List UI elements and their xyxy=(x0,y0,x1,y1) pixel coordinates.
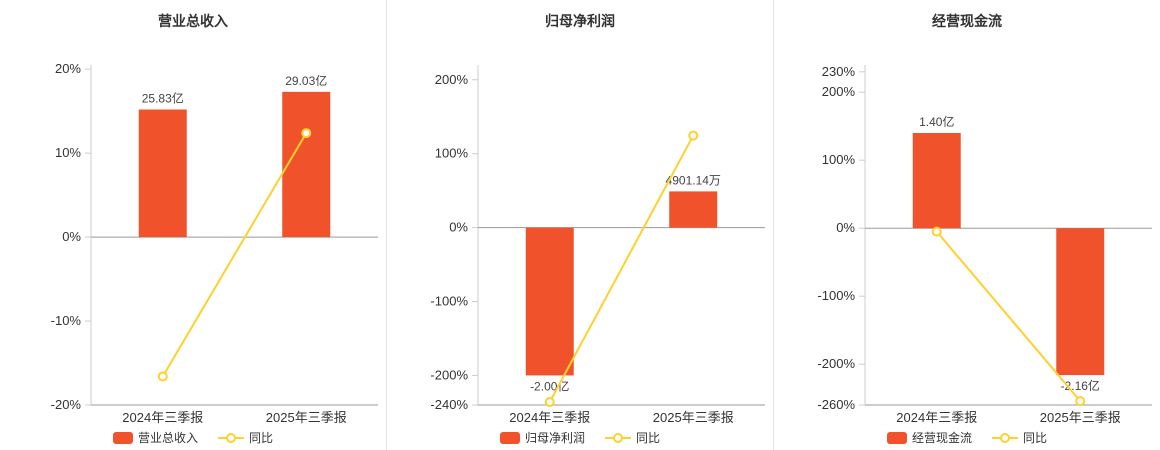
bar[interactable] xyxy=(1056,228,1105,376)
yoy-line xyxy=(935,230,1082,402)
chart-title: 经营现金流 xyxy=(932,13,1002,29)
legend-line-item[interactable]: 同比 xyxy=(605,429,660,446)
yoy-point-marker[interactable] xyxy=(1075,396,1086,407)
bar[interactable] xyxy=(525,227,574,376)
line-marker-icon xyxy=(605,432,631,444)
line-marker-icon xyxy=(218,432,244,444)
bar-swatch-icon xyxy=(112,431,133,444)
yoy-point-marker[interactable] xyxy=(544,397,555,408)
legend-bar-item[interactable]: 营业总收入 xyxy=(112,429,198,446)
yoy-line xyxy=(161,132,308,377)
chart-title: 归母净利润 xyxy=(545,13,615,29)
y-tick-label: 100% xyxy=(822,152,856,167)
bar-value-label: 25.83亿 xyxy=(142,90,184,105)
y-tick-label: 10% xyxy=(55,145,81,160)
y-tick-label: -240% xyxy=(430,397,468,412)
y-tick-label: -100% xyxy=(817,288,855,303)
panel-revenue: 营业总收入 20% 10% 0% -10% -20% 25.83亿 2024年三季报 29.0… xyxy=(0,0,386,450)
legend-bar-label: 经营现金流 xyxy=(911,431,972,445)
yoy-point-marker[interactable] xyxy=(688,130,699,141)
legend-bar-label: 归母净利润 xyxy=(524,431,585,445)
chart-title: 营业总收入 xyxy=(158,13,228,29)
bar[interactable] xyxy=(282,91,331,238)
yoy-point-marker[interactable] xyxy=(157,371,168,382)
y-tick-label: 0% xyxy=(836,220,855,235)
yoy-point-marker[interactable] xyxy=(301,128,312,139)
bar-swatch-icon xyxy=(886,431,907,444)
yoy-point-marker[interactable] xyxy=(931,226,942,237)
y-tick-label: -100% xyxy=(430,294,468,309)
legend-line-item[interactable]: 同比 xyxy=(218,429,273,446)
y-tick-label: 0% xyxy=(62,229,81,244)
y-tick-label: -20% xyxy=(51,397,82,412)
yoy-line xyxy=(548,135,695,403)
bar[interactable] xyxy=(138,109,187,238)
bar[interactable] xyxy=(912,133,961,229)
y-tick-label: 100% xyxy=(435,146,469,161)
legend-line-item[interactable]: 同比 xyxy=(992,429,1047,446)
chart-legend: 归母净利润 同比 xyxy=(387,429,773,446)
bar-value-label: 4901.14万 xyxy=(666,173,721,187)
x-category-label: 2025年三季报 xyxy=(653,410,734,425)
y-tick-label: -200% xyxy=(817,356,855,371)
y-tick-label: 200% xyxy=(435,72,469,87)
chart-legend: 经营现金流 同比 xyxy=(774,429,1160,446)
chart-plot-cashflow: 230% 200% 100% 0% -100% -200% -260% 1.40亿 2024年三… xyxy=(817,64,1152,425)
line-marker-icon xyxy=(992,432,1018,444)
panel-cashflow: 经营现金流 230% 200% 100% 0% -100% -200% -260% 1.40亿… xyxy=(773,0,1160,450)
legend-bar-label: 营业总收入 xyxy=(137,431,198,445)
x-category-label: 2024年三季报 xyxy=(896,410,977,425)
y-tick-label: 0% xyxy=(449,220,468,235)
legend-line-label: 同比 xyxy=(636,431,661,445)
y-tick-label: -200% xyxy=(430,367,468,382)
bar-value-label: 1.40亿 xyxy=(919,114,954,129)
bar-value-label: 29.03亿 xyxy=(285,73,327,88)
y-tick-label: -260% xyxy=(817,397,855,412)
legend-line-label: 同比 xyxy=(1023,431,1048,445)
bar[interactable] xyxy=(669,191,718,228)
x-category-label: 2025年三季报 xyxy=(266,410,347,425)
chart-legend: 营业总收入 同比 xyxy=(0,429,386,446)
legend-bar-item[interactable]: 经营现金流 xyxy=(886,429,972,446)
legend-bar-item[interactable]: 归母净利润 xyxy=(499,429,585,446)
x-category-label: 2024年三季报 xyxy=(509,410,590,425)
panel-net-profit: 归母净利润 200% 100% 0% -100% -200% -240% -2.00亿 202… xyxy=(386,0,773,450)
bar-swatch-icon xyxy=(499,431,520,444)
legend-line-label: 同比 xyxy=(249,431,274,445)
x-category-label: 2025年三季报 xyxy=(1040,410,1121,425)
y-tick-label: 20% xyxy=(55,61,81,76)
bar-value-label: -2.00亿 xyxy=(530,378,569,393)
y-tick-label: -10% xyxy=(51,313,82,328)
y-tick-label: 230% xyxy=(822,64,856,79)
chart-plot-net-profit: 200% 100% 0% -100% -200% -240% -2.00亿 2024年三季报 4… xyxy=(430,65,765,425)
y-tick-label: 200% xyxy=(822,84,856,99)
chart-plot-revenue: 20% 10% 0% -10% -20% 25.83亿 2024年三季报 29.03亿 2025… xyxy=(51,61,378,425)
x-category-label: 2024年三季报 xyxy=(122,410,203,425)
